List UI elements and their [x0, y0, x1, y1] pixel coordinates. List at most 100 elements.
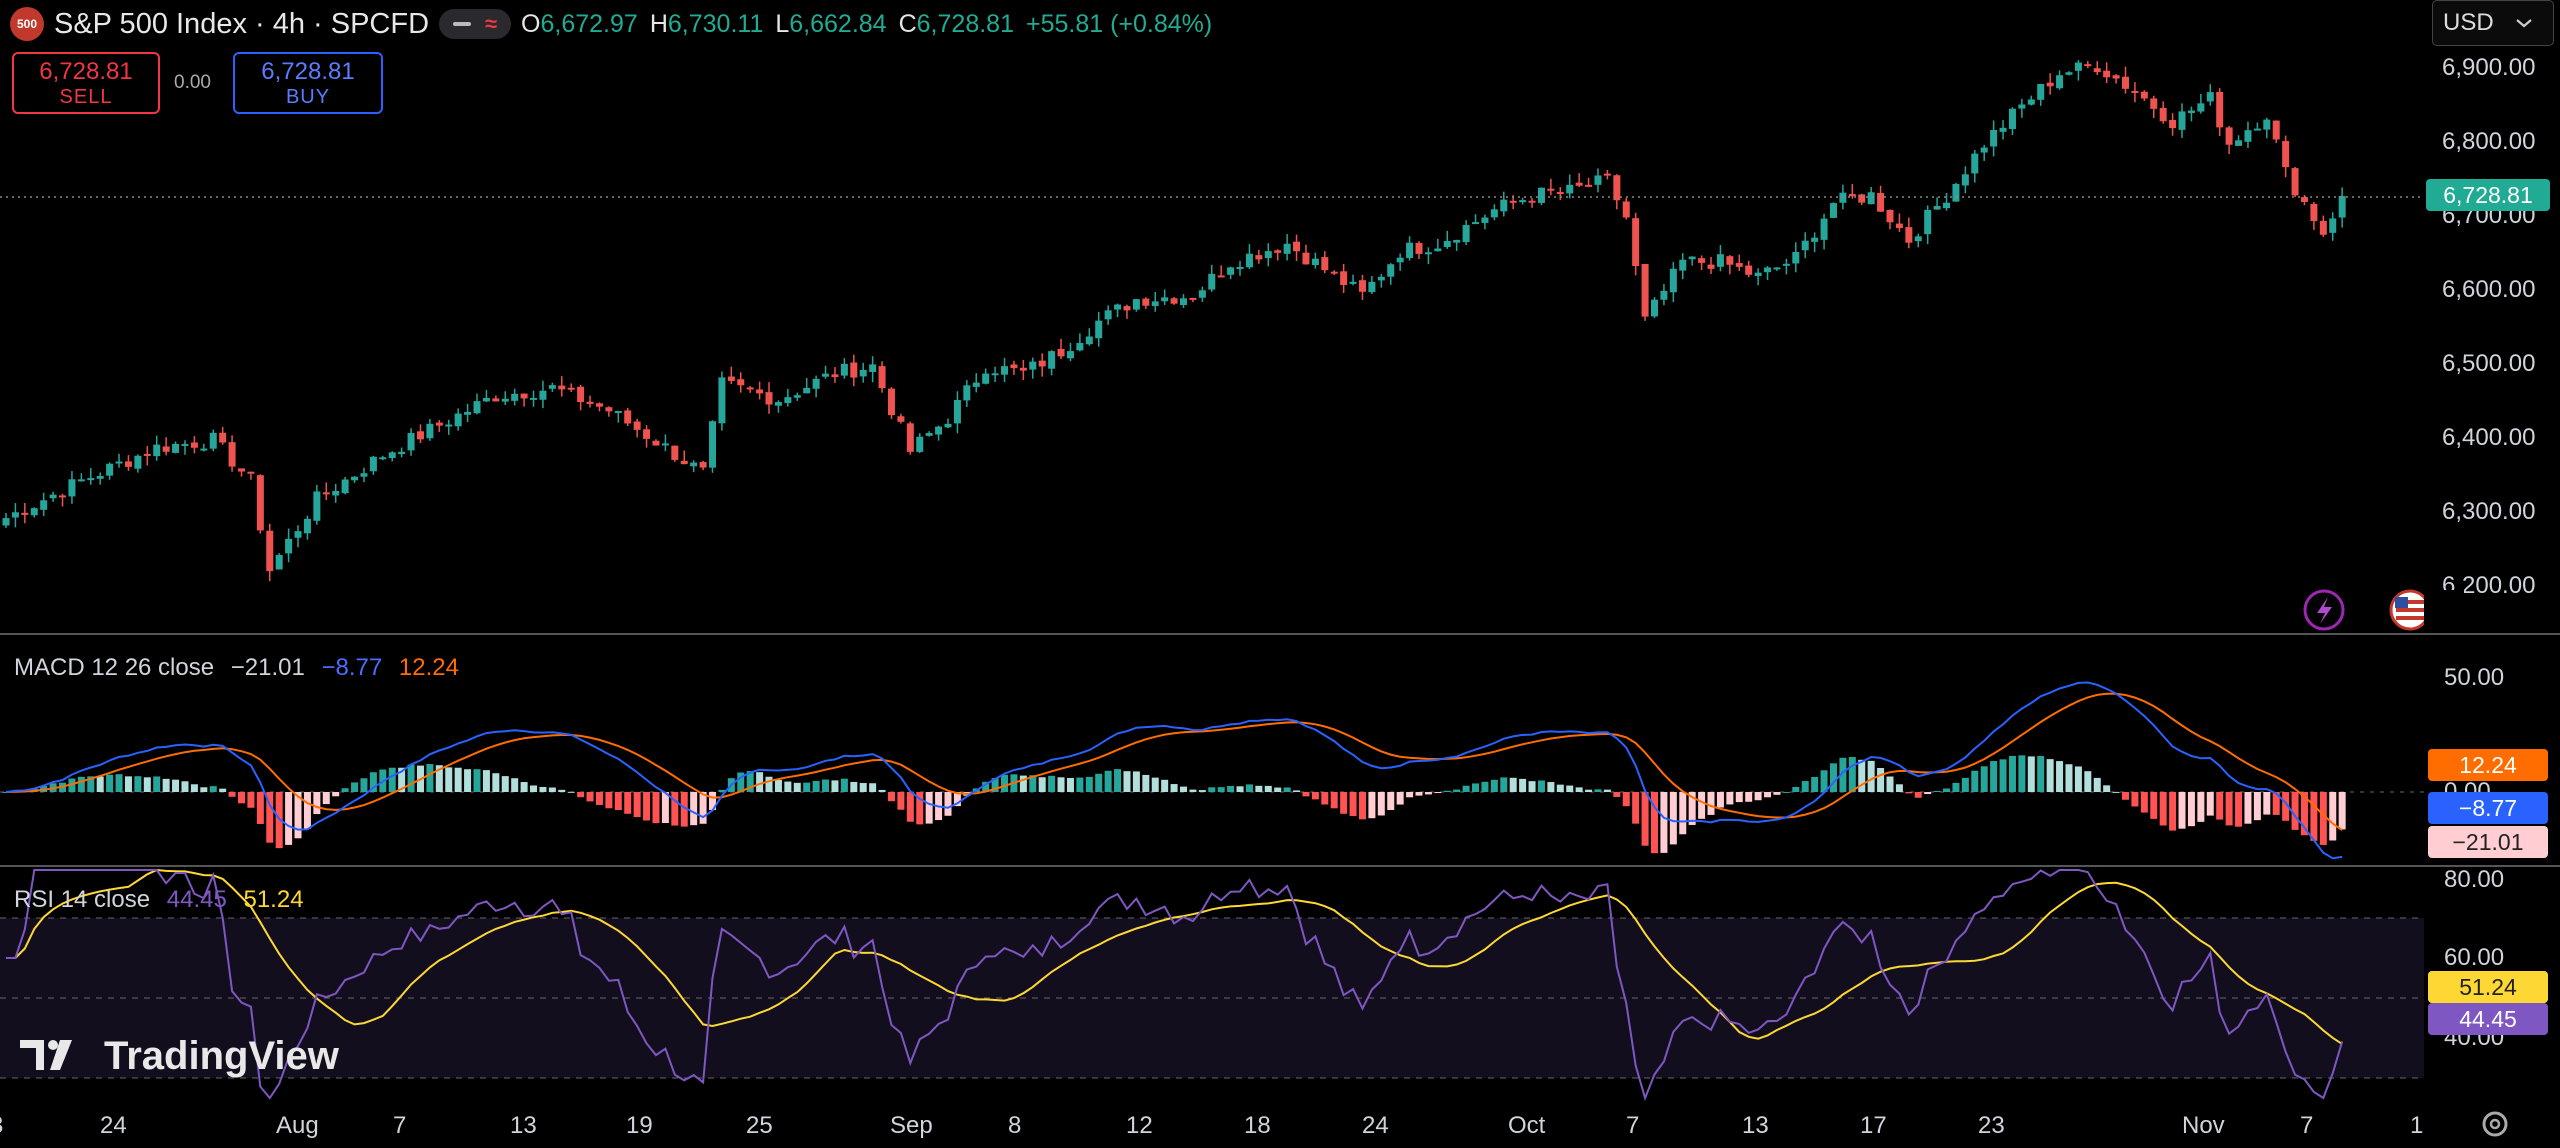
macd-hist-bar — [2159, 792, 2167, 826]
chevron-down-icon — [2515, 19, 2532, 28]
macd-hist-bar — [1792, 786, 1800, 792]
macd-hist-bar — [96, 776, 104, 792]
macd-hist-bar — [1716, 792, 1724, 808]
macd-hist-bar — [1048, 775, 1056, 792]
candle-body — [501, 398, 509, 402]
macd-hist-bar — [991, 778, 999, 792]
candle-body — [1283, 243, 1291, 254]
candle-body — [1019, 367, 1027, 371]
candle-body — [1613, 175, 1621, 201]
macd-hist-bar — [303, 792, 311, 829]
macd-hist-bar — [859, 783, 867, 792]
candle-body — [1745, 265, 1753, 275]
candle-body — [1933, 206, 1941, 210]
candle-body — [1754, 272, 1762, 277]
macd-signal-value: 12.24 — [398, 654, 459, 681]
candle-body — [718, 377, 726, 424]
macd-hist-bar — [1274, 787, 1282, 792]
candle-body — [812, 378, 820, 389]
currency-value: USD — [2443, 9, 2494, 36]
candle-body — [1161, 297, 1169, 302]
rsi-value-tag: 44.45 — [2428, 1003, 2548, 1035]
macd-hist-bar — [1933, 790, 1941, 792]
macd-hist-bar — [1377, 792, 1385, 816]
candle-body — [1961, 174, 1969, 186]
indicators-toggle[interactable]: ≈ — [439, 9, 512, 39]
candle-body — [859, 369, 867, 377]
macd-hist-bar — [1641, 792, 1649, 846]
candle-body — [190, 442, 198, 448]
rsi-legend[interactable]: RSI 14 close 44.45 51.24 — [14, 886, 304, 914]
macd-hist-bar — [1924, 792, 1932, 795]
macd-hist-bar — [1782, 791, 1790, 793]
candle-body — [247, 471, 255, 474]
candle-body — [30, 508, 38, 516]
macd-hist-bar — [68, 778, 76, 792]
sell-button[interactable]: 6,728.81 SELL — [12, 52, 160, 114]
rsi-title: RSI 14 close — [14, 886, 151, 913]
candle-body — [1509, 200, 1517, 203]
macd-hist-bar — [812, 780, 820, 792]
macd-hist-bar — [313, 792, 321, 815]
candle-body — [652, 440, 660, 446]
macd-hist-bar — [595, 792, 603, 805]
candle-body — [1707, 264, 1715, 269]
us-flag-icon[interactable] — [2389, 589, 2464, 631]
macd-line-value: −8.77 — [321, 654, 383, 681]
macd-hist-bar — [2310, 792, 2318, 841]
candle-body — [1594, 175, 1602, 185]
candle-body — [172, 443, 180, 453]
currency-select[interactable]: USD — [2432, 0, 2554, 46]
settings-gear-icon[interactable] — [2482, 1111, 2508, 1137]
candle-body — [2310, 203, 2318, 222]
time-tick: 7 — [2300, 1112, 2314, 1139]
candle-body — [1669, 268, 1677, 293]
macd-hist-bar — [1764, 792, 1772, 798]
macd-pane[interactable] — [0, 681, 2424, 860]
price-tick: 6,300.00 — [2442, 498, 2536, 525]
macd-hist-bar — [2131, 792, 2139, 807]
candle-body — [699, 462, 707, 468]
macd-hist-bar — [1877, 768, 1885, 792]
macd-hist-bar — [143, 777, 151, 792]
candle-body — [332, 491, 340, 496]
price-pane[interactable] — [2, 60, 2346, 582]
macd-hist-bar — [906, 792, 914, 822]
candle-body — [586, 401, 594, 404]
macd-hist-bar — [2206, 792, 2214, 816]
candle-body — [2300, 197, 2308, 202]
macd-hist-bar — [1895, 784, 1903, 792]
candle-body — [2329, 218, 2337, 233]
macd-hist-bar — [624, 792, 632, 814]
candle-body — [1001, 366, 1009, 375]
spread-value: 0.00 — [174, 72, 211, 93]
candle-body — [21, 512, 29, 515]
candle-body — [1566, 184, 1574, 194]
macd-hist-bar — [2178, 792, 2186, 829]
candle-body — [40, 500, 48, 510]
macd-hist-bar — [247, 792, 255, 808]
candle-body — [831, 374, 839, 378]
rsi-pane[interactable] — [0, 868, 2424, 1102]
watermark-text: TradingView — [104, 1034, 339, 1078]
macd-hist-bar — [661, 792, 669, 824]
macd-legend[interactable]: MACD 12 26 close −21.01 −8.77 12.24 — [14, 654, 459, 682]
candle-body — [1066, 351, 1074, 359]
candle-body — [944, 423, 952, 428]
close-value: 6,728.81 — [916, 9, 1014, 38]
candle-body — [68, 479, 76, 497]
lightning-icon[interactable] — [2303, 589, 2345, 631]
candle-body — [2319, 220, 2327, 235]
symbol-title[interactable]: S&P 500 Index · 4h · SPCFD — [54, 7, 430, 40]
macd-hist-bar — [1820, 770, 1828, 792]
macd-hist-bar — [322, 792, 330, 805]
candle-body — [2272, 120, 2280, 140]
candle-body — [464, 411, 472, 415]
candle-body — [162, 446, 170, 452]
candle-body — [982, 373, 990, 384]
wave-icon: ≈ — [485, 11, 498, 36]
candle-body — [1302, 252, 1310, 265]
candle-body — [1952, 183, 1960, 202]
buy-button[interactable]: 6,728.81 BUY — [233, 52, 383, 114]
